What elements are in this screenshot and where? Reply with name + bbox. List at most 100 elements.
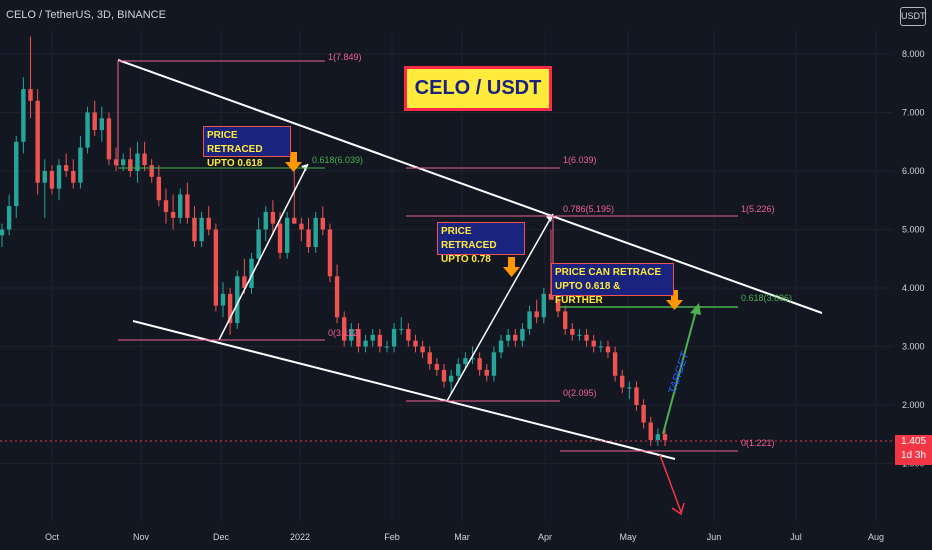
fib-label: 0.618(3.696)	[741, 293, 792, 303]
fib-label: 1(6.039)	[563, 155, 597, 165]
candle-body	[120, 159, 126, 166]
y-tick-label: 4.000	[902, 283, 925, 293]
note-line: PRICE RETRACED	[441, 226, 497, 251]
candle-body	[399, 328, 404, 330]
y-tick-label: 5.000	[902, 225, 925, 235]
candle-body	[413, 340, 418, 347]
candle-body	[363, 340, 368, 347]
candle-body	[591, 340, 596, 347]
candle-body	[256, 229, 261, 259]
x-tick-label: 2022	[290, 532, 310, 542]
symbol-header: CELO / TetherUS, 3D, BINANCE	[6, 9, 166, 21]
wave-line-2	[446, 213, 554, 402]
candle-body	[35, 100, 40, 183]
candle-body	[641, 405, 646, 423]
fib-label: 0(2.095)	[563, 388, 597, 398]
note-line: UPTO 0.618	[207, 158, 263, 169]
candle-body	[384, 346, 390, 348]
candle-body	[292, 217, 297, 224]
candle-body	[406, 328, 411, 341]
candle-body	[156, 176, 162, 201]
candle-body	[284, 217, 290, 253]
candle-body	[648, 422, 653, 441]
fib-label: 1(5.226)	[741, 204, 775, 214]
candle-body	[99, 118, 105, 131]
upper-trendline	[117, 59, 823, 314]
candle-body	[491, 352, 497, 376]
candle-body	[0, 229, 5, 236]
y-tick-label: 3.000	[902, 342, 925, 352]
target-arrow	[662, 306, 698, 435]
y-tick-label: 7.000	[902, 108, 925, 118]
candle-body	[235, 276, 240, 324]
time-axis[interactable]: Oct Nov Dec 2022 Feb Mar Apr May Jun Jul Aug	[45, 532, 884, 542]
candle-body	[598, 346, 604, 348]
candle-body	[199, 217, 204, 242]
x-tick-label: Mar	[454, 532, 470, 542]
candle-body	[534, 311, 539, 318]
candle-body	[341, 317, 347, 341]
candle-body	[63, 165, 69, 171]
note-line: PRICE RETRACED	[207, 130, 263, 155]
annotation-note: PRICE CAN RETRACE UPTO 0.618 & FURTHER	[551, 263, 674, 306]
candle-body	[270, 211, 276, 224]
candle-body	[334, 276, 340, 318]
candle-body	[477, 358, 482, 370]
candle-body	[349, 328, 354, 341]
grid	[0, 30, 893, 522]
candle-body	[562, 311, 568, 329]
candle-body	[213, 229, 219, 306]
current-price-value: 1.405	[900, 436, 927, 447]
candle-body	[135, 153, 140, 171]
candle-body	[306, 229, 311, 248]
candle-body	[513, 334, 518, 341]
x-tick-label: Jun	[707, 532, 722, 542]
note-line: UPTO 0.78	[441, 254, 491, 265]
candle-body	[263, 211, 268, 230]
fib-label: 0.786(5.195)	[563, 204, 614, 214]
candle-body	[227, 293, 233, 324]
y-tick-label: 8.000	[902, 49, 925, 59]
currency-button[interactable]: USDT	[900, 7, 926, 26]
candle-body	[149, 165, 154, 177]
breakdown-arrow	[659, 454, 682, 513]
candle-body	[498, 340, 504, 353]
target-arrowhead	[690, 303, 701, 315]
candle-body	[463, 358, 468, 365]
candle-body	[320, 217, 326, 230]
candle-body	[6, 206, 12, 230]
candle-body	[220, 293, 226, 306]
candles	[0, 36, 668, 446]
candle-body	[277, 223, 283, 253]
candle-body	[356, 328, 361, 347]
candle-body	[170, 211, 176, 218]
candle-body	[584, 334, 589, 341]
y-tick-label: 2.000	[902, 400, 925, 410]
drawings: 1(7.849) 0.618(6.039) 0(3.112) 1(6.039) …	[0, 52, 895, 516]
annotation-note: PRICE RETRACED UPTO 0.78	[437, 222, 525, 265]
candle-body	[541, 293, 547, 318]
candle-body	[505, 334, 511, 341]
note-line: UPTO 0.618 & FURTHER	[555, 281, 621, 306]
candle-body	[441, 369, 447, 382]
candle-body	[520, 328, 525, 341]
target-label: TARGET	[666, 349, 691, 396]
title-box: CELO / USDT	[404, 66, 552, 111]
candle-body	[484, 369, 489, 376]
current-price-tag: 1.405 1d 3h	[895, 435, 932, 465]
candle-body	[448, 375, 454, 382]
candle-body	[92, 112, 97, 131]
candle-body	[56, 165, 62, 189]
candle-body	[21, 89, 26, 142]
candle-body	[128, 159, 133, 171]
candle-body	[570, 328, 575, 335]
candle-body	[178, 194, 183, 218]
y-tick-label: 6.000	[902, 166, 925, 176]
orange-down-arrow	[666, 290, 683, 310]
candle-body	[28, 89, 33, 101]
x-tick-label: Feb	[384, 532, 400, 542]
candle-body	[627, 387, 632, 389]
candle-body	[527, 311, 532, 329]
